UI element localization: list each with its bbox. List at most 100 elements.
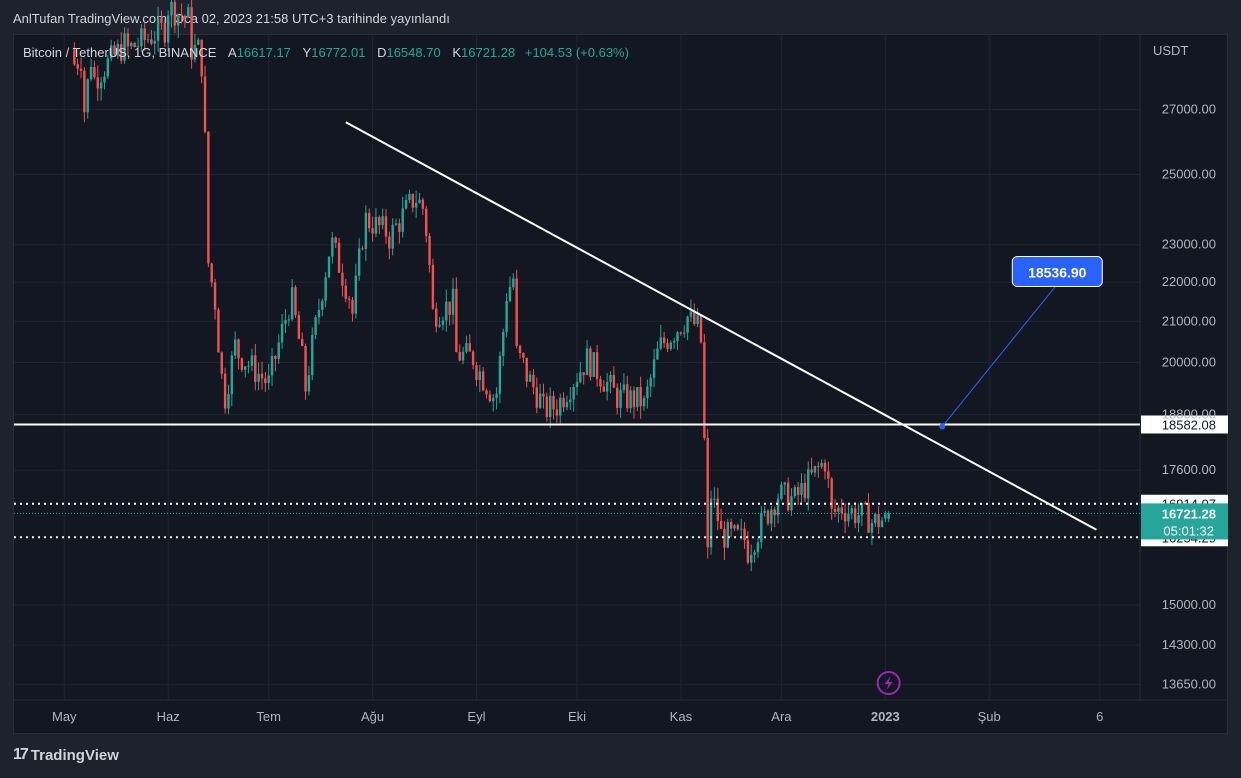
- candle-body: [756, 542, 760, 553]
- candle-body: [693, 311, 696, 325]
- candle-body: [683, 332, 686, 334]
- candle-body: [545, 396, 549, 418]
- candle-body: [676, 332, 679, 342]
- candle-body: [559, 397, 562, 416]
- time-tick-label: Kas: [670, 709, 693, 724]
- high-value: 16772.01: [311, 45, 366, 60]
- candle-body: [632, 390, 636, 408]
- candle-body: [314, 317, 317, 335]
- candle-body: [73, 49, 76, 65]
- candle-body: [177, 14, 180, 26]
- candle-body: [565, 402, 569, 408]
- publish-line: AnlTufan TradingView.com, Oca 02, 2023 2…: [13, 11, 450, 26]
- candle-body: [217, 309, 220, 353]
- candle-body: [481, 371, 485, 391]
- candle-body: [445, 301, 448, 321]
- candle-body: [843, 513, 847, 522]
- candle-body: [150, 39, 153, 44]
- callout-connector: [941, 286, 1056, 427]
- candle-body: [438, 324, 441, 327]
- level-price-label: 18582.08: [1162, 417, 1216, 432]
- candle-body: [190, 7, 193, 60]
- candle-body: [106, 58, 110, 77]
- candle-body: [233, 339, 237, 356]
- candle-body: [200, 39, 203, 77]
- price-tick-label: 23000.00: [1162, 237, 1216, 252]
- candle-body: [424, 208, 428, 236]
- candle-body: [344, 285, 347, 299]
- candle-body: [86, 79, 89, 113]
- countdown-label: 05:01:32: [1163, 523, 1214, 538]
- candle-body: [713, 498, 716, 500]
- candle-body: [170, 1, 173, 16]
- time-tick-label: 2023: [871, 709, 900, 724]
- candle-body: [126, 33, 130, 47]
- candle-body: [96, 77, 99, 89]
- price-tick-label: 25000.00: [1162, 166, 1216, 181]
- candle-body: [461, 351, 465, 361]
- candle-body: [535, 387, 538, 408]
- low-value: 16548.70: [386, 45, 441, 60]
- candle-body: [518, 345, 522, 354]
- candle-body: [297, 315, 301, 339]
- candle-body: [441, 320, 445, 325]
- candle-body: [475, 365, 478, 380]
- candle-body: [609, 375, 612, 382]
- candle-body: [796, 487, 800, 495]
- price-tick-label: 20000.00: [1162, 355, 1216, 370]
- candle-body: [156, 18, 160, 41]
- candle-body: [884, 513, 887, 519]
- candle-body: [311, 334, 314, 376]
- time-tick-label: May: [52, 709, 77, 724]
- candle-body: [508, 287, 512, 302]
- candle-body: [857, 515, 860, 523]
- candle-body: [652, 359, 656, 378]
- high-label: Y: [302, 45, 312, 60]
- candle-body: [210, 263, 213, 283]
- candle-body: [250, 355, 254, 366]
- price-tick-label: 22000.00: [1162, 274, 1216, 289]
- symbol-name[interactable]: Bitcoin / TetherUS, 1G, BINANCE: [23, 45, 217, 60]
- candle-body: [753, 552, 756, 555]
- candle-body: [847, 513, 850, 522]
- candle-body: [740, 528, 743, 530]
- candle-body: [408, 193, 411, 200]
- candle-body: [166, 15, 170, 43]
- candle-body: [522, 353, 525, 358]
- candle-body: [528, 374, 532, 382]
- candle-body: [173, 1, 177, 26]
- candle-body: [646, 386, 649, 399]
- candle-body: [760, 512, 763, 543]
- candle-body: [76, 64, 79, 69]
- candle-body: [378, 217, 381, 226]
- candle-body: [247, 365, 250, 367]
- candle-body: [602, 386, 606, 392]
- tradingview-footer[interactable]: 17 TradingView: [13, 746, 119, 764]
- candle-body: [398, 223, 401, 232]
- candle-body: [451, 288, 455, 315]
- candle-body: [83, 70, 86, 113]
- candle-body: [237, 339, 240, 359]
- price-tick-label: 15000.00: [1162, 597, 1216, 612]
- change-value: +104.53 (+0.63%): [524, 45, 629, 60]
- candle-body: [555, 409, 559, 416]
- candle-body: [401, 208, 404, 232]
- candle-body: [679, 332, 683, 334]
- candle-body: [605, 381, 609, 392]
- callout-box: [1011, 256, 1103, 288]
- candle-body: [595, 352, 599, 380]
- candle-body: [327, 256, 331, 278]
- candle-body: [264, 378, 267, 383]
- candle-body: [548, 396, 552, 418]
- candle-body: [488, 394, 492, 402]
- candle-body: [153, 40, 156, 44]
- candle-body: [659, 337, 662, 349]
- price-tick-label: 21000.00: [1162, 313, 1216, 328]
- candle-body: [277, 342, 280, 359]
- lightning-bolt: [884, 676, 893, 690]
- candle-body: [666, 343, 669, 349]
- candle-body: [294, 287, 297, 316]
- candle-body: [143, 28, 146, 40]
- candle-body: [287, 319, 290, 321]
